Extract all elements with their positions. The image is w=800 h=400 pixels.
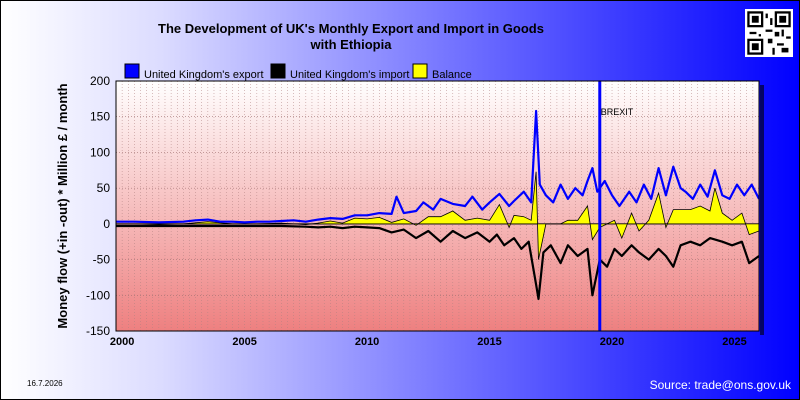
y-tick-label: 100 [90,145,110,159]
source-note: Source: trade@ons.gov.uk [649,378,791,392]
chart-title: The Development of UK's Monthly Export a… [158,21,544,52]
legend-import-swatch [270,63,286,79]
date-stamp: 16.7.2026 [27,379,63,388]
x-tick-label: 2020 [600,336,624,348]
x-tick-label: 2005 [232,336,256,348]
legend-export-label: United Kingdom's export [144,69,264,81]
plot-shadow [760,85,764,335]
y-tick-label: 200 [90,74,110,88]
y-tick-label: 150 [90,110,110,124]
y-tick-label: 50 [97,181,111,195]
qr-code [745,9,793,57]
x-tick-label: 2010 [355,336,379,348]
plot-background [116,81,759,331]
legend: United Kingdom's export United Kingdom's … [124,63,472,81]
series-balance-area [115,171,760,260]
x-tick-label: 2015 [477,336,501,348]
legend-balance-label: Balance [432,69,472,81]
y-tick-label: -100 [86,288,110,302]
x-tick-label: 2000 [110,336,134,348]
legend-balance-swatch [412,63,428,79]
legend-export-swatch [124,63,140,79]
series-import-line [116,224,760,300]
legend-import-label: United Kingdom's import [290,69,410,81]
y-axis-label: Money flow (+in -out) * Million £ / mont… [55,83,70,328]
y-tick-label: -150 [86,324,110,338]
y-tick-label: -50 [93,253,111,267]
plot-border [115,80,760,332]
y-tick-label: 0 [103,217,110,231]
series-export-line [116,109,760,224]
brexit-label: BREXIT [601,107,634,117]
x-tick-label: 2025 [722,336,746,348]
